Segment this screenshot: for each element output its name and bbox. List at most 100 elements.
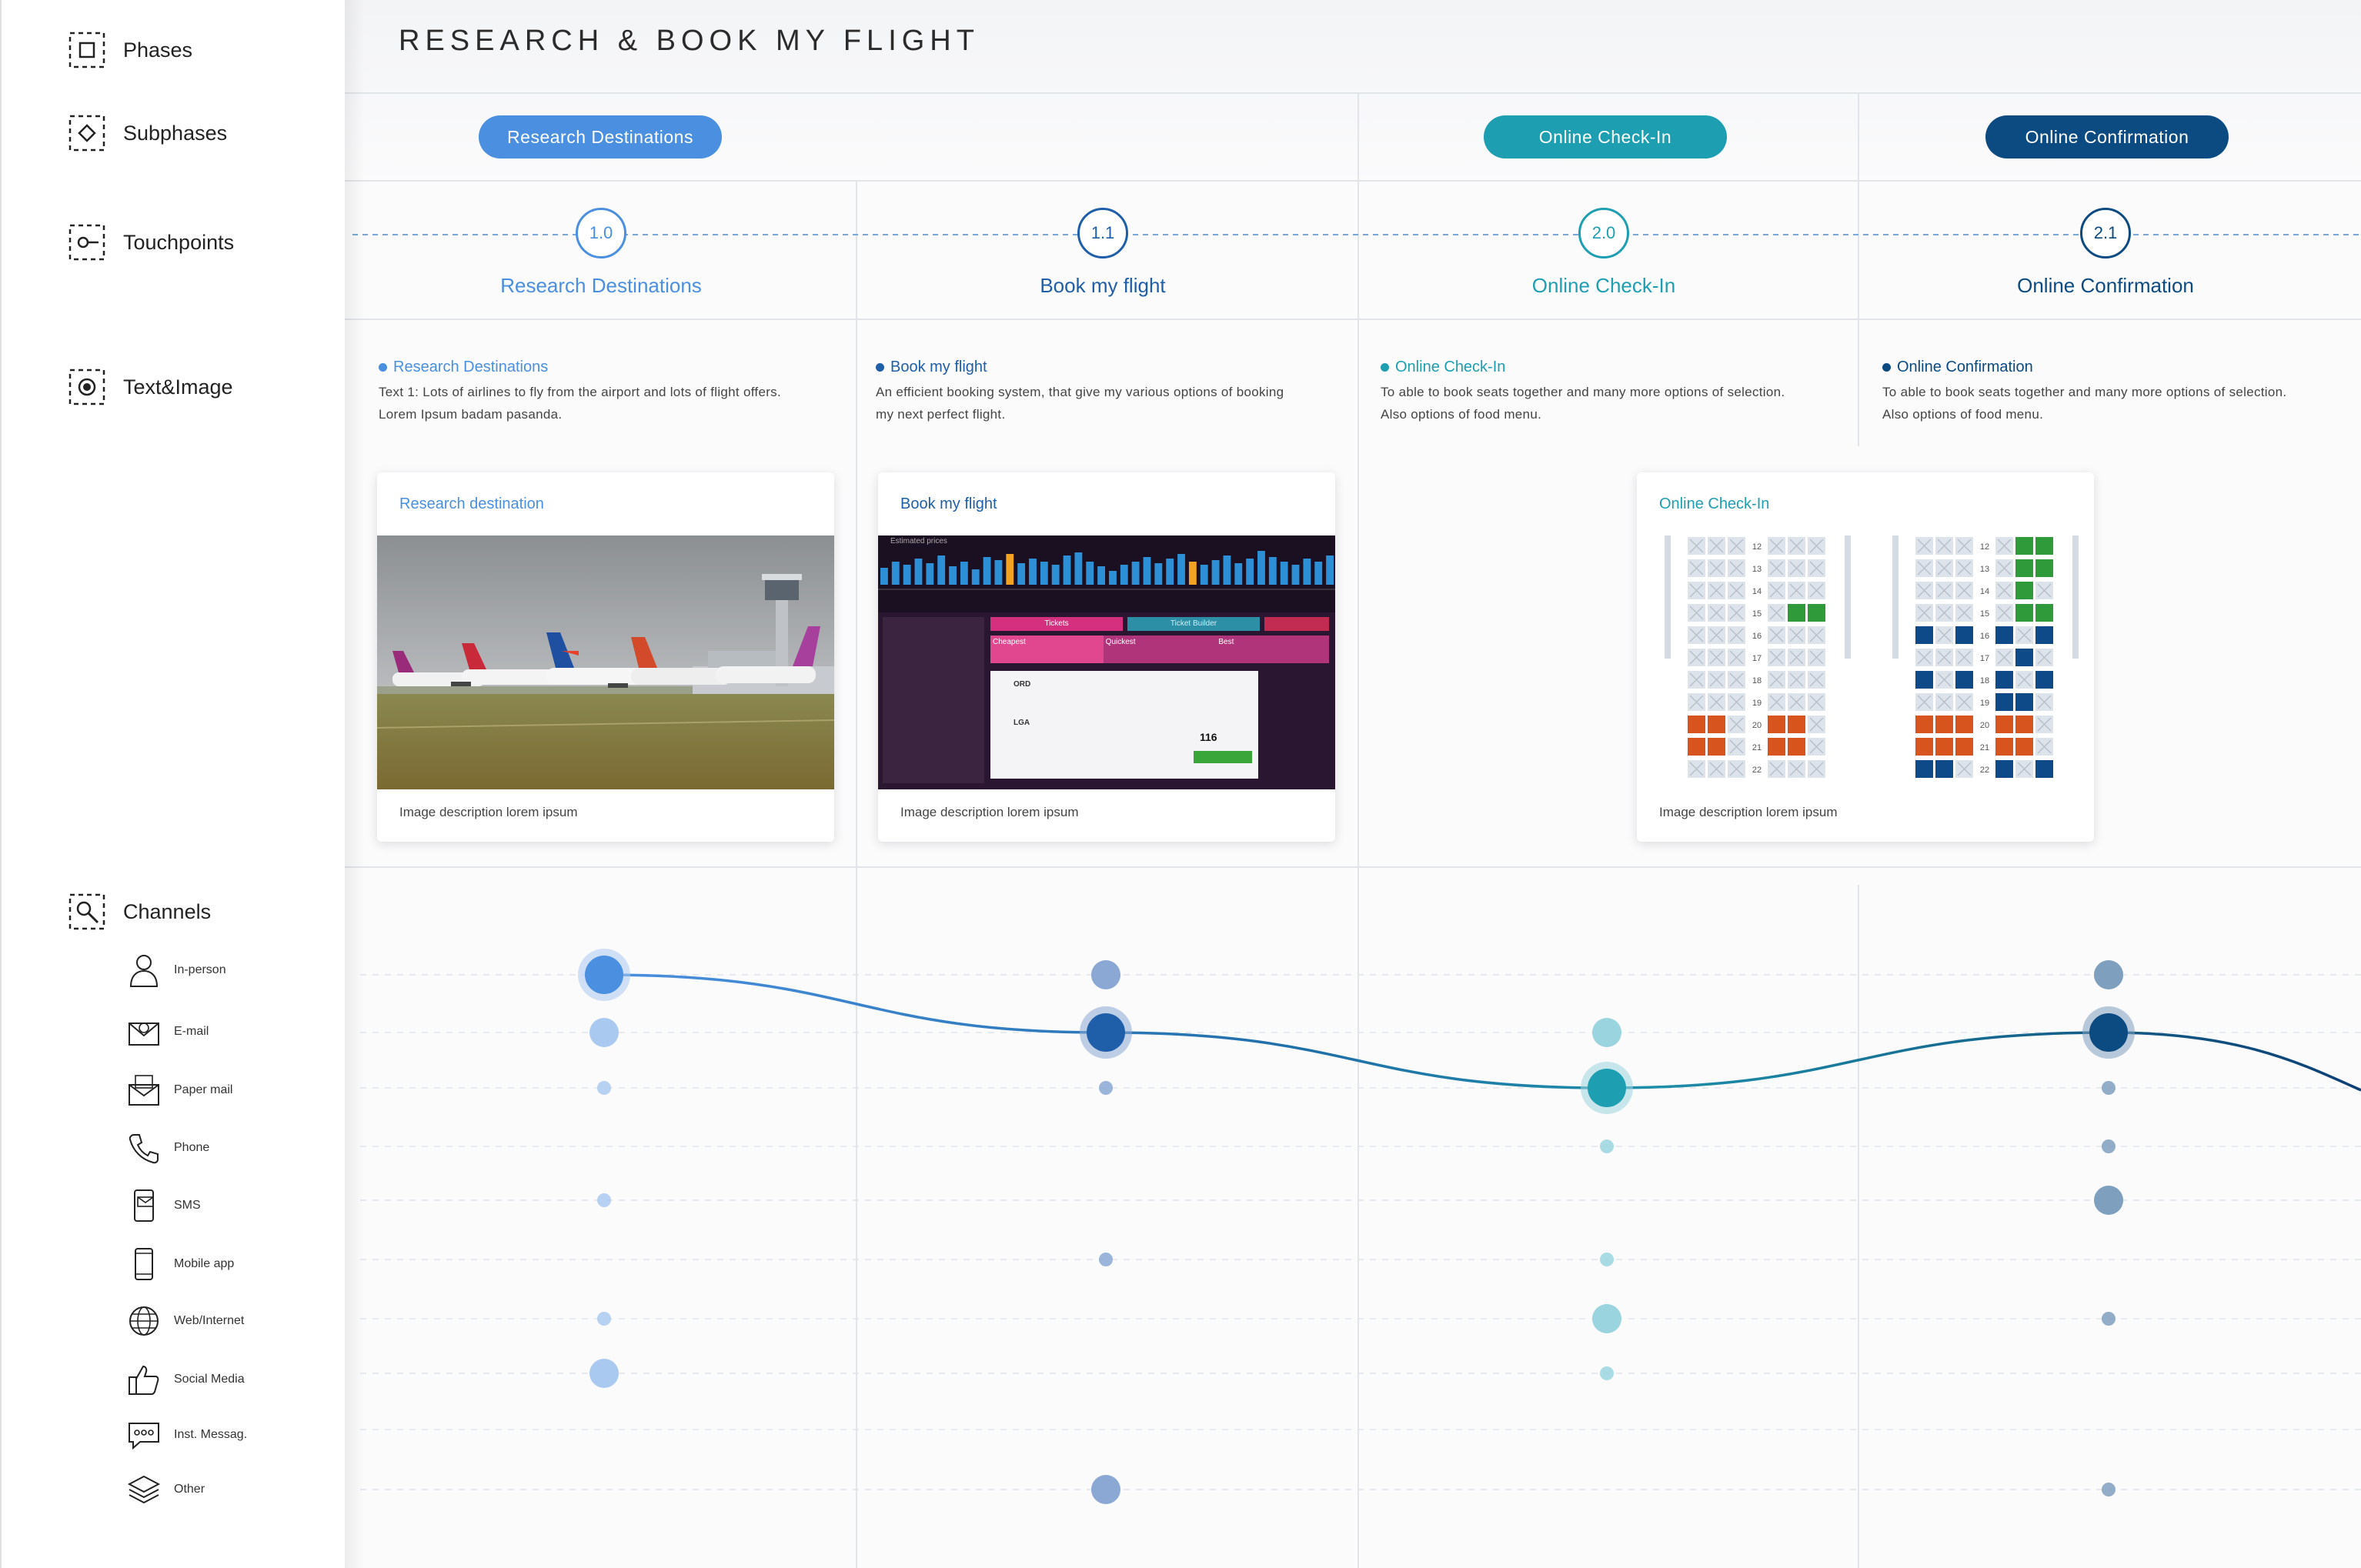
seat[interactable]	[1955, 626, 1973, 644]
card-book-my-flight[interactable]: Book my flight Estimated prices Tickets …	[878, 472, 1335, 842]
channel-instant-messaging[interactable]: Inst. Messag.	[125, 1416, 247, 1454]
seat[interactable]	[2015, 604, 2033, 622]
channel-other[interactable]: Other	[125, 1470, 205, 1509]
tickets-tab[interactable]: Tickets	[990, 617, 1123, 631]
seat[interactable]	[1915, 626, 1933, 644]
phase-research-destinations[interactable]: Research Destinations	[479, 115, 722, 158]
channel-web[interactable]: Web/Internet	[125, 1302, 244, 1340]
channel-dot-small[interactable]	[597, 1312, 611, 1326]
seat[interactable]	[1915, 671, 1933, 689]
seat-taken-mark	[1709, 606, 1724, 620]
seat[interactable]	[1955, 716, 1973, 733]
seat[interactable]	[2035, 604, 2053, 622]
seat[interactable]	[1995, 738, 2013, 756]
channel-dot-small[interactable]	[2102, 1139, 2116, 1153]
sidebar-row-text-image[interactable]: Text&Image	[68, 368, 233, 406]
channel-dot-small[interactable]	[1099, 1081, 1113, 1095]
seat[interactable]	[2015, 738, 2033, 756]
seat[interactable]	[1995, 716, 2013, 733]
channel-dot[interactable]	[2094, 1186, 2123, 1215]
seat[interactable]	[2035, 671, 2053, 689]
seat[interactable]	[1995, 626, 2013, 644]
seat[interactable]	[1768, 716, 1785, 733]
seat[interactable]	[1708, 738, 1725, 756]
channel-sms[interactable]: SMS	[125, 1186, 201, 1225]
seat[interactable]	[1935, 716, 1953, 733]
seat[interactable]	[2015, 537, 2033, 555]
go-to-site-button[interactable]	[1194, 751, 1252, 763]
seat[interactable]	[1915, 760, 1933, 778]
channel-phone[interactable]: Phone	[125, 1129, 209, 1167]
phase-online-check-in[interactable]: Online Check-In	[1484, 115, 1727, 158]
seat[interactable]	[2015, 716, 2033, 733]
card-online-check-in[interactable]: Online Check-In 12 13 14 15 16 17 18 19 20 21 22 12…	[1637, 472, 2094, 842]
channel-dot-small[interactable]	[1600, 1253, 1614, 1266]
seat[interactable]	[2035, 760, 2053, 778]
channel-dot-small[interactable]	[1099, 1253, 1113, 1266]
channel-dot[interactable]	[589, 1359, 619, 1388]
seat[interactable]	[1708, 716, 1725, 733]
seat[interactable]	[2035, 626, 2053, 644]
channel-dot-small[interactable]	[597, 1193, 611, 1207]
seat[interactable]	[1915, 738, 1933, 756]
touchpoint-2-1-circle[interactable]: 2.1	[2080, 208, 2131, 259]
touchpoint-1-0-circle[interactable]: 1.0	[576, 208, 626, 259]
channel-dot-small[interactable]	[597, 1081, 611, 1095]
seat[interactable]	[2015, 559, 2033, 577]
seat[interactable]	[2015, 649, 2033, 666]
seat[interactable]	[1995, 671, 2013, 689]
seat[interactable]	[1935, 760, 1953, 778]
seat[interactable]	[1808, 604, 1825, 622]
seat[interactable]	[1955, 671, 1973, 689]
channel-dot-small[interactable]	[2102, 1483, 2116, 1496]
seat[interactable]	[1768, 738, 1785, 756]
channel-dot[interactable]	[589, 1018, 619, 1047]
channel-dot[interactable]	[2094, 960, 2123, 989]
seat[interactable]	[1688, 716, 1705, 733]
sidebar-row-phases[interactable]: Phases	[68, 31, 192, 69]
seat[interactable]	[1915, 716, 1933, 733]
channel-dot[interactable]	[1091, 960, 1120, 989]
flight-result[interactable]: ORD LGA 116	[990, 671, 1258, 779]
sidebar-row-channels[interactable]: Channels	[68, 892, 211, 931]
channel-in-person[interactable]: In-person	[125, 951, 226, 989]
seat[interactable]	[2035, 537, 2053, 555]
channel-email[interactable]: E-mail	[125, 1013, 209, 1051]
sort-cheapest[interactable]: Cheapest	[990, 636, 1104, 663]
channel-dot-small[interactable]	[2102, 1081, 2116, 1095]
touchpoint-2-0-circle[interactable]: 2.0	[1578, 208, 1629, 259]
seat[interactable]	[1688, 738, 1705, 756]
card-research-destination[interactable]: Research destination	[377, 472, 834, 842]
seat[interactable]	[2035, 559, 2053, 577]
touchpoint-1-1-circle[interactable]: 1.1	[1077, 208, 1128, 259]
channel-dot-small[interactable]	[2102, 1312, 2116, 1326]
channel-dot-active[interactable]	[585, 956, 623, 994]
seat[interactable]	[1995, 693, 2013, 711]
seat[interactable]	[2015, 582, 2033, 599]
channel-dot[interactable]	[1091, 1475, 1120, 1504]
sidebar-row-subphases[interactable]: Subphases	[68, 114, 227, 152]
seat[interactable]	[1935, 738, 1953, 756]
channel-dot[interactable]	[1592, 1304, 1621, 1333]
seat[interactable]	[1995, 760, 2013, 778]
seat[interactable]	[1788, 716, 1805, 733]
channel-dot-active[interactable]	[2089, 1013, 2128, 1052]
channel-dot-active[interactable]	[1588, 1069, 1626, 1107]
phase-online-confirmation[interactable]: Online Confirmation	[1985, 115, 2229, 158]
ticket-builder-tab[interactable]: Ticket Builder	[1127, 617, 1260, 631]
sort-best[interactable]: Best	[1216, 636, 1330, 663]
channel-social-media[interactable]: Social Media	[125, 1360, 245, 1399]
channel-dot[interactable]	[1592, 1018, 1621, 1047]
channel-dot-small[interactable]	[1600, 1366, 1614, 1380]
channel-dot-small[interactable]	[1600, 1139, 1614, 1153]
seat[interactable]	[1788, 604, 1805, 622]
channel-mobile-app[interactable]: Mobile app	[125, 1245, 234, 1283]
seat[interactable]	[1955, 738, 1973, 756]
channel-dot-active[interactable]	[1087, 1013, 1125, 1052]
price-alert-button[interactable]	[1264, 617, 1329, 631]
sort-quickest[interactable]: Quickest	[1103, 636, 1217, 663]
seat[interactable]	[1788, 738, 1805, 756]
sidebar-row-touchpoints[interactable]: Touchpoints	[68, 223, 234, 262]
channel-paper-mail[interactable]: Paper mail	[125, 1071, 232, 1109]
seat[interactable]	[2015, 693, 2033, 711]
